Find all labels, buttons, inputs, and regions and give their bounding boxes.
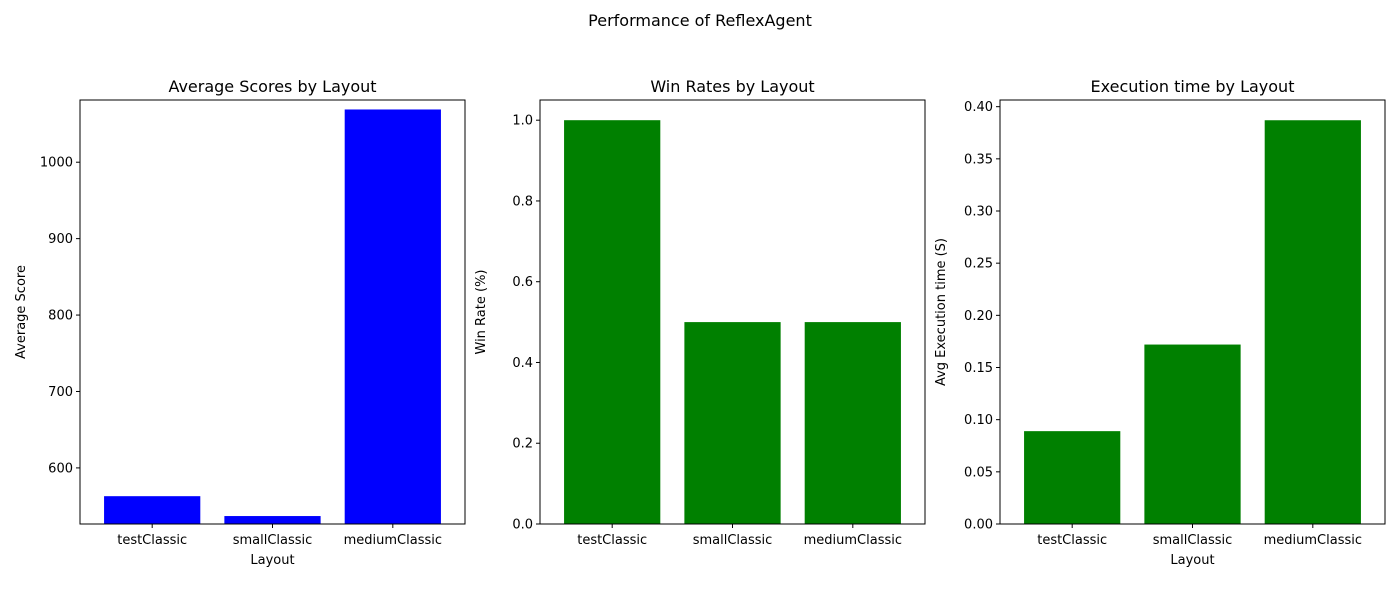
y-tick-label: 1000 xyxy=(40,156,73,171)
y-tick-label: 0.05 xyxy=(964,465,993,480)
y-tick-label: 0.6 xyxy=(512,275,533,290)
y-tick-label: 0.2 xyxy=(512,437,533,452)
x-tick-label: mediumClassic xyxy=(804,533,902,548)
x-tick-label: smallClassic xyxy=(233,533,313,548)
figure-suptitle: Performance of ReflexAgent xyxy=(588,11,812,30)
y-tick-label: 0.0 xyxy=(512,518,533,533)
bar-mediumClassic xyxy=(344,109,441,524)
y-tick-label: 0.35 xyxy=(964,152,993,167)
y-tick-label: 900 xyxy=(48,232,73,247)
y-tick-label: 0.10 xyxy=(964,413,993,428)
x-tick-label: testClassic xyxy=(1037,533,1107,548)
axes-title: Execution time by Layout xyxy=(1091,77,1295,96)
axes-title: Average Scores by Layout xyxy=(168,77,376,96)
y-tick-label: 0.8 xyxy=(512,194,533,209)
y-tick-label: 700 xyxy=(48,385,73,400)
x-tick-label: mediumClassic xyxy=(1264,533,1362,548)
x-tick-label: testClassic xyxy=(577,533,647,548)
y-tick-label: 0.40 xyxy=(964,100,993,115)
y-tick-label: 0.4 xyxy=(512,356,533,371)
y-tick-label: 1.0 xyxy=(512,114,533,129)
x-axis-label: Layout xyxy=(250,553,294,568)
y-tick-label: 600 xyxy=(48,461,73,476)
bar-testClassic xyxy=(104,496,201,524)
y-axis-label: Average Score xyxy=(14,265,29,359)
y-axis-label: Win Rate (%) xyxy=(474,270,489,355)
bar-mediumClassic xyxy=(804,322,901,524)
x-tick-label: smallClassic xyxy=(1153,533,1233,548)
y-tick-label: 0.20 xyxy=(964,309,993,324)
y-tick-label: 0.25 xyxy=(964,257,993,272)
bar-testClassic xyxy=(1024,431,1121,524)
y-tick-label: 800 xyxy=(48,309,73,324)
x-axis-label: Layout xyxy=(1170,553,1214,568)
x-tick-label: mediumClassic xyxy=(344,533,442,548)
bar-testClassic xyxy=(564,120,661,524)
bar-mediumClassic xyxy=(1264,120,1361,525)
bar-smallClassic xyxy=(224,516,321,524)
bar-smallClassic xyxy=(1144,344,1241,524)
bar-smallClassic xyxy=(684,322,781,524)
y-tick-label: 0.00 xyxy=(964,518,993,533)
y-tick-label: 0.15 xyxy=(964,361,993,376)
y-tick-label: 0.30 xyxy=(964,205,993,220)
axes-title: Win Rates by Layout xyxy=(650,77,814,96)
x-tick-label: testClassic xyxy=(117,533,187,548)
y-axis-label: Avg Execution time (S) xyxy=(934,238,949,386)
x-tick-label: smallClassic xyxy=(693,533,773,548)
